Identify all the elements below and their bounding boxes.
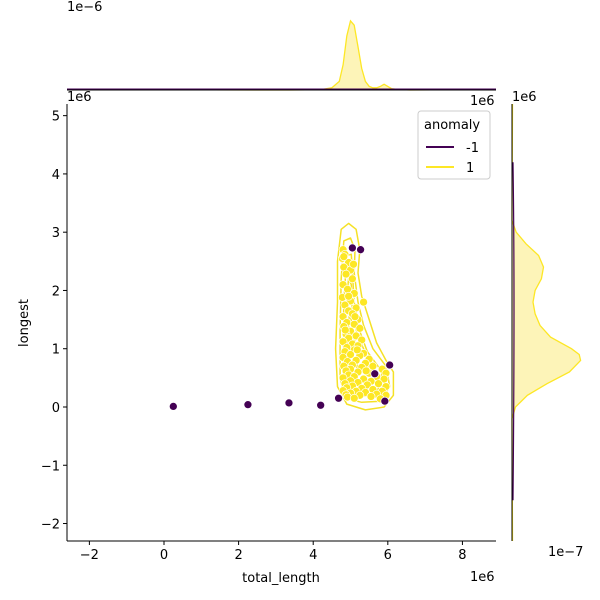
- x-tick-label: 2: [234, 548, 242, 563]
- normal-point: [349, 393, 359, 403]
- x-tick-label: 6: [384, 548, 392, 563]
- right-kde-anomaly-line: [512, 162, 515, 501]
- top-kde-line: [66, 19, 497, 91]
- x-tick-label: 0: [160, 548, 168, 563]
- y-tick-label: −1: [41, 459, 60, 474]
- top-marginal-offset-label: 1e−6: [67, 0, 102, 15]
- normal-point: [352, 345, 362, 355]
- x-tick-label: 8: [458, 548, 466, 563]
- anomaly-point: [334, 393, 343, 403]
- right-kde-line: [511, 103, 582, 542]
- legend-label-anomaly: -1: [466, 141, 479, 156]
- normal-point: [349, 259, 358, 269]
- right-marginal-top-offset-label: 1e6: [512, 90, 537, 105]
- legend: anomaly -1 1: [417, 110, 491, 180]
- normal-point: [374, 379, 383, 389]
- anomaly-point: [243, 400, 253, 410]
- y-tick-label: 2: [52, 284, 60, 299]
- legend-box: [417, 110, 491, 180]
- x-tick-label: −2: [80, 548, 99, 563]
- legend-title: anomaly: [424, 118, 480, 133]
- x-axis-label: total_length: [242, 571, 320, 586]
- scatter-points: [168, 243, 395, 411]
- anomaly-point: [370, 369, 380, 379]
- y-ticks: −2 −1 0 1 2 3 4 5: [41, 110, 67, 533]
- top-right-offset-label: 1e6: [470, 94, 495, 109]
- legend-label-normal: 1: [466, 161, 474, 176]
- normal-point: [355, 323, 365, 333]
- normal-point: [339, 252, 349, 262]
- normal-point: [348, 274, 357, 284]
- y-axis-label: longest: [17, 299, 32, 347]
- right-kde-fill: [512, 220, 581, 419]
- normal-point: [340, 325, 350, 335]
- x-tick-label: 4: [309, 548, 317, 563]
- normal-point: [344, 291, 353, 301]
- y-offset-label: 1e6: [67, 90, 92, 105]
- y-tick-label: 1: [52, 343, 60, 358]
- anomaly-point: [385, 360, 395, 370]
- normal-point: [350, 312, 360, 322]
- normal-point: [359, 297, 368, 307]
- anomaly-point: [284, 398, 294, 408]
- anomaly-point: [348, 243, 357, 253]
- right-marginal-kde: [511, 103, 582, 542]
- anomaly-point: [316, 400, 326, 410]
- top-marginal-kde: [66, 19, 497, 91]
- y-tick-label: 4: [52, 168, 60, 183]
- normal-point: [361, 366, 371, 376]
- anomaly-point: [380, 396, 390, 406]
- normal-point: [366, 392, 376, 401]
- normal-point: [341, 269, 351, 279]
- y-tick-label: −2: [41, 518, 60, 533]
- x-offset-label: 1e6: [470, 570, 495, 585]
- top-kde-fill: [67, 20, 411, 90]
- top-marginal: 1e−6: [66, 0, 497, 91]
- x-ticks: −2 0 2 4 6 8: [80, 541, 467, 563]
- anomaly-point: [356, 245, 365, 255]
- anomaly-point: [168, 402, 178, 411]
- y-tick-label: 0: [52, 401, 60, 416]
- right-marginal-offset-label: 1e−7: [548, 545, 583, 560]
- y-tick-label: 5: [52, 110, 60, 125]
- right-marginal: 1e−7: [511, 103, 583, 560]
- y-tick-label: 3: [52, 226, 60, 241]
